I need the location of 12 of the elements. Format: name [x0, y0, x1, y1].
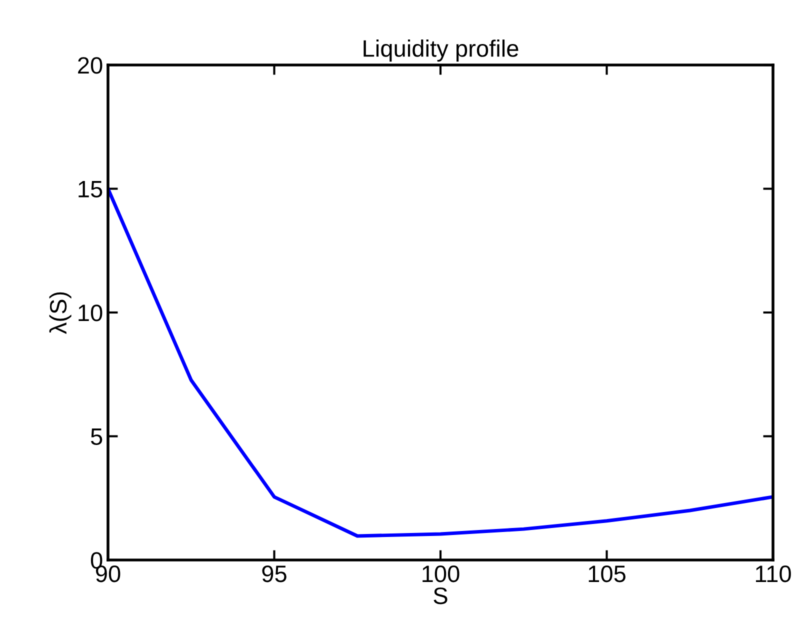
y-axis-title: λ(S): [49, 292, 72, 334]
x-tick-label: 95: [262, 565, 286, 582]
y-tick-label: 10: [78, 304, 102, 322]
x-tick-label: 105: [588, 565, 626, 582]
x-tick-label: 100: [422, 565, 460, 582]
y-tick-label: 20: [78, 57, 102, 74]
x-axis-title: S: [434, 587, 448, 604]
chart-title: Liquidity profile: [364, 40, 518, 62]
y-tick-label: 15: [78, 181, 102, 198]
y-tick-label: 5: [90, 428, 102, 446]
line-series: [108, 187, 773, 538]
x-tick-label: 110: [756, 565, 791, 582]
